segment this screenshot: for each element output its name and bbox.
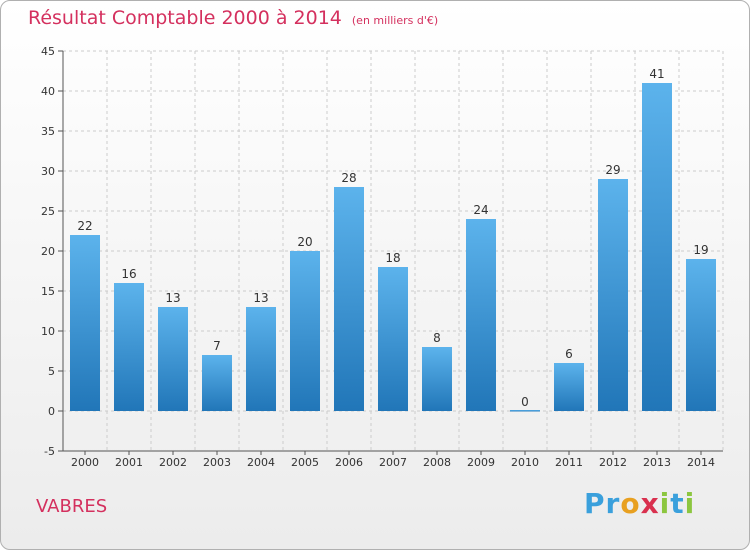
chart-title-main: Résultat Comptable 2000 à 2014 [28, 7, 342, 29]
x-tick-label: 2004 [247, 456, 275, 469]
x-tick-label: 2000 [71, 456, 99, 469]
bar-2013 [642, 83, 672, 411]
bar-2006 [334, 187, 364, 411]
data-label-2003: 7 [213, 339, 221, 353]
data-label-2005: 20 [297, 235, 312, 249]
x-tick-label: 2013 [643, 456, 671, 469]
city-name: VABRES [36, 496, 108, 517]
data-label-2007: 18 [385, 251, 400, 265]
logo-letter: P [584, 487, 606, 520]
data-label-2006: 28 [341, 171, 356, 185]
bar-2011 [554, 363, 584, 411]
bar-2010 [510, 410, 540, 412]
logo-letter: r [605, 487, 621, 520]
data-label-2000: 22 [77, 219, 92, 233]
data-label-2010: 0 [521, 395, 529, 409]
bar-2002 [158, 307, 188, 411]
x-tick-label: 2003 [203, 456, 231, 469]
bar-2012 [598, 179, 628, 411]
data-labels: 22 16 13 7 13 20 28 18 8 24 0 6 29 41 19 [77, 67, 708, 409]
bar-2003 [202, 355, 232, 411]
bar-2005 [290, 251, 320, 411]
x-tick-label: 2014 [687, 456, 715, 469]
logo-letter: i [659, 487, 671, 520]
data-label-2012: 29 [605, 163, 620, 177]
y-tick-label: 5 [48, 365, 55, 378]
x-tick-label: 2011 [555, 456, 583, 469]
y-tick-label: 30 [41, 165, 55, 178]
chart-title-unit: (en milliers d'€) [351, 14, 439, 27]
data-label-2014: 19 [693, 243, 708, 257]
x-tick-label: 2006 [335, 456, 363, 469]
proxiti-logo: Proxiti [584, 487, 695, 520]
x-tick-label: 2007 [379, 456, 407, 469]
logo-letter: t [670, 487, 685, 520]
bar-2004 [246, 307, 276, 411]
bar-2009 [466, 219, 496, 411]
bar-2000 [70, 235, 100, 411]
y-tick-label: 35 [41, 125, 55, 138]
bar-2014 [686, 259, 716, 411]
data-label-2001: 16 [121, 267, 136, 281]
bars [70, 83, 716, 412]
x-tick-label: 2010 [511, 456, 539, 469]
y-tick-label: 10 [41, 325, 55, 338]
y-tick-label: -5 [44, 445, 55, 458]
bar-2007 [378, 267, 408, 411]
data-label-2008: 8 [433, 331, 441, 345]
y-tick-label: 15 [41, 285, 55, 298]
logo-letter: x [640, 487, 660, 520]
bar-2008 [422, 347, 452, 411]
data-label-2009: 24 [473, 203, 488, 217]
data-label-2002: 13 [165, 291, 180, 305]
x-tick-label: 2012 [599, 456, 627, 469]
x-tick-label: 2002 [159, 456, 187, 469]
data-label-2011: 6 [565, 347, 573, 361]
data-label-2004: 13 [253, 291, 268, 305]
x-tick-label: 2009 [467, 456, 495, 469]
y-tick-label: 0 [48, 405, 55, 418]
y-tick-label: 25 [41, 205, 55, 218]
x-tick-label: 2001 [115, 456, 143, 469]
logo-letter: o [620, 487, 641, 520]
x-tick-label: 2008 [423, 456, 451, 469]
data-label-2013: 41 [649, 67, 664, 81]
logo-letter: i [684, 487, 696, 520]
y-tick-label: 40 [41, 85, 55, 98]
chart-title: Résultat Comptable 2000 à 2014 (en millie… [28, 7, 438, 29]
y-tick-label: 20 [41, 245, 55, 258]
y-tick-label: 45 [41, 45, 55, 58]
bar-2001 [114, 283, 144, 411]
x-tick-label: 2005 [291, 456, 319, 469]
